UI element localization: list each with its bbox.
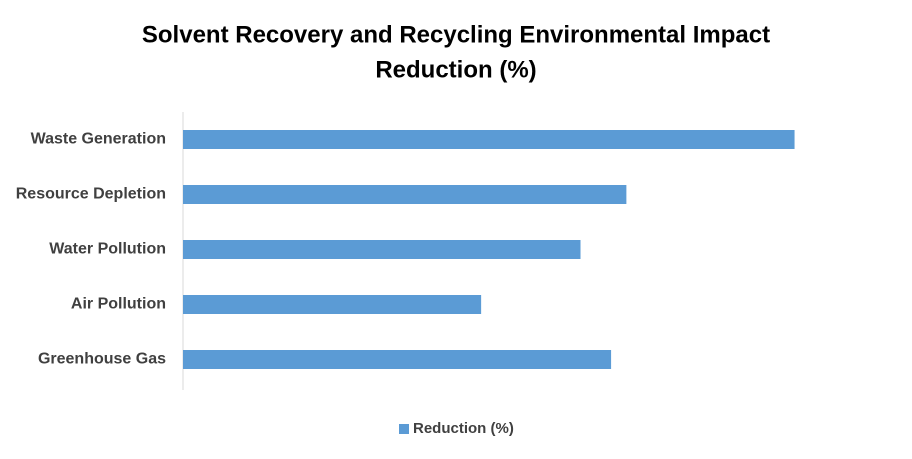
bar (183, 295, 482, 314)
chart-title: Solvent Recovery and Recycling Environme… (142, 21, 770, 48)
bar (183, 350, 612, 369)
bar (183, 185, 627, 204)
legend-label: Reduction (%) (413, 420, 514, 437)
legend-swatch (399, 424, 409, 434)
y-tick-label: Air Pollution (71, 296, 166, 313)
y-tick-label: Greenhouse Gas (38, 351, 166, 368)
y-tick-label: Resource Depletion (16, 186, 166, 203)
bar (183, 130, 795, 149)
bar (183, 240, 581, 259)
chart-title: Reduction (%) (375, 56, 536, 83)
y-tick-label: Waste Generation (31, 131, 166, 148)
y-tick-label: Water Pollution (49, 241, 166, 258)
